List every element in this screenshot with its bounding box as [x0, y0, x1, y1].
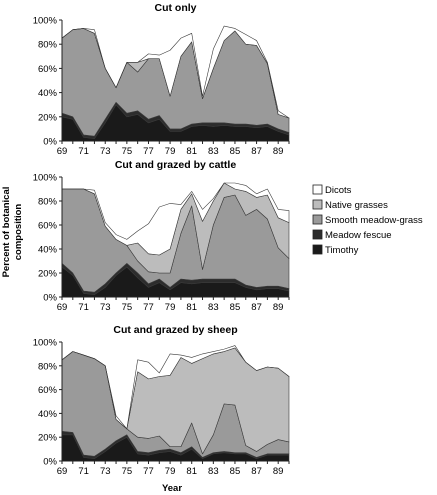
chart-panel-3: Cut and grazed by sheep 0% 20% 40% 60% 80% 100…: [33, 324, 290, 477]
x-axis-label: Year: [162, 483, 182, 494]
y-tick-label: 40%: [38, 88, 58, 99]
y-tick-label: 80%: [38, 197, 58, 208]
x-tick-label: 71: [78, 146, 89, 157]
chart-title: Cut only: [155, 2, 197, 14]
x-tick-label: 75: [122, 302, 133, 313]
y-axis-label-line-2: composition: [13, 204, 24, 261]
x-tick-label: 79: [165, 302, 176, 313]
y-tick-label: 0%: [43, 293, 57, 304]
x-tick-label: 85: [230, 466, 241, 477]
y-tick-label: 100%: [33, 338, 58, 349]
y-tick-label: 80%: [38, 361, 58, 372]
x-tick-label: 69: [57, 466, 68, 477]
legend-swatch: [312, 214, 323, 225]
y-tick-label: 20%: [38, 112, 58, 123]
chart-panel-1: Cut only 0% 20% 40% 60% 80% 100% 69 71 73 75 77 79 81…: [33, 2, 290, 157]
x-tick-label: 73: [100, 302, 111, 313]
y-tick-label: 100%: [33, 16, 58, 27]
x-tick-label: 79: [165, 146, 176, 157]
x-tick-label: 79: [165, 466, 176, 477]
legend-item-timothy: Timothy: [312, 244, 359, 256]
chart-panels: Cut only 0% 20% 40% 60% 80% 100% 69 71 73 75 77 79 81…: [33, 2, 290, 477]
x-tick-label: 81: [186, 302, 197, 313]
legend-item-dicots: Dicots: [312, 184, 352, 196]
chart-title: Cut and grazed by sheep: [113, 324, 237, 336]
y-tick-label: 20%: [38, 433, 58, 444]
legend-label: Meadow fescue: [325, 230, 392, 241]
x-tick-label: 83: [208, 146, 219, 157]
x-tick-label: 83: [208, 302, 219, 313]
x-tick-label: 73: [100, 466, 111, 477]
x-tick-label: 69: [57, 146, 68, 157]
x-tick-label: 85: [230, 302, 241, 313]
x-tick-label: 87: [251, 302, 262, 313]
legend-item-smooth-meadow-grass: Smooth meadow-grass: [312, 214, 423, 226]
y-tick-label: 60%: [38, 64, 58, 75]
x-tick-label: 89: [273, 146, 284, 157]
x-tick-label: 89: [273, 302, 284, 313]
y-tick-label: 40%: [38, 245, 58, 256]
x-tick-label: 87: [251, 466, 262, 477]
y-tick-label: 20%: [38, 269, 58, 280]
x-tick-label: 75: [122, 466, 133, 477]
x-tick-label: 77: [143, 302, 154, 313]
x-tick-label: 81: [186, 146, 197, 157]
x-tick-label: 89: [273, 466, 284, 477]
chart-title: Cut and grazed by cattle: [115, 159, 237, 171]
x-tick-label: 77: [143, 146, 154, 157]
legend-item-meadow-fescue: Meadow fescue: [312, 229, 392, 241]
legend-swatch: [312, 184, 323, 195]
y-tick-label: 60%: [38, 385, 58, 396]
x-tick-label: 69: [57, 302, 68, 313]
area-dicots: [61, 182, 290, 256]
x-tick-label: 83: [208, 466, 219, 477]
y-tick-label: 100%: [33, 173, 58, 184]
x-tick-label: 77: [143, 466, 154, 477]
area-dicots: [61, 345, 290, 430]
legend-label: Native grasses: [325, 200, 388, 211]
x-tick-label: 85: [230, 146, 241, 157]
y-tick-label: 80%: [38, 40, 58, 51]
y-axis-label-line-1: Percent of botanical: [1, 187, 12, 278]
x-tick-label: 75: [122, 146, 133, 157]
area-dicots: [61, 25, 290, 119]
legend-label: Smooth meadow-grass: [325, 215, 423, 226]
chart-panel-2: Cut and grazed by cattle 0% 20% 40% 60% 80% 10…: [33, 159, 290, 313]
legend-item-native-grasses: Native grasses: [312, 199, 388, 211]
legend-swatch: [312, 199, 323, 210]
y-tick-label: 40%: [38, 409, 58, 420]
legend: Dicots Native grasses Smooth meadow-grass M…: [312, 184, 423, 256]
y-tick-label: 60%: [38, 221, 58, 232]
x-tick-label: 71: [78, 466, 89, 477]
x-tick-label: 73: [100, 146, 111, 157]
x-tick-label: 87: [251, 146, 262, 157]
y-tick-label: 0%: [43, 457, 57, 468]
legend-swatch: [312, 244, 323, 255]
y-tick-label: 0%: [43, 137, 57, 148]
legend-label: Timothy: [325, 245, 359, 256]
legend-swatch: [312, 229, 323, 240]
x-tick-label: 81: [186, 466, 197, 477]
legend-label: Dicots: [325, 185, 352, 196]
x-tick-label: 71: [78, 302, 89, 313]
